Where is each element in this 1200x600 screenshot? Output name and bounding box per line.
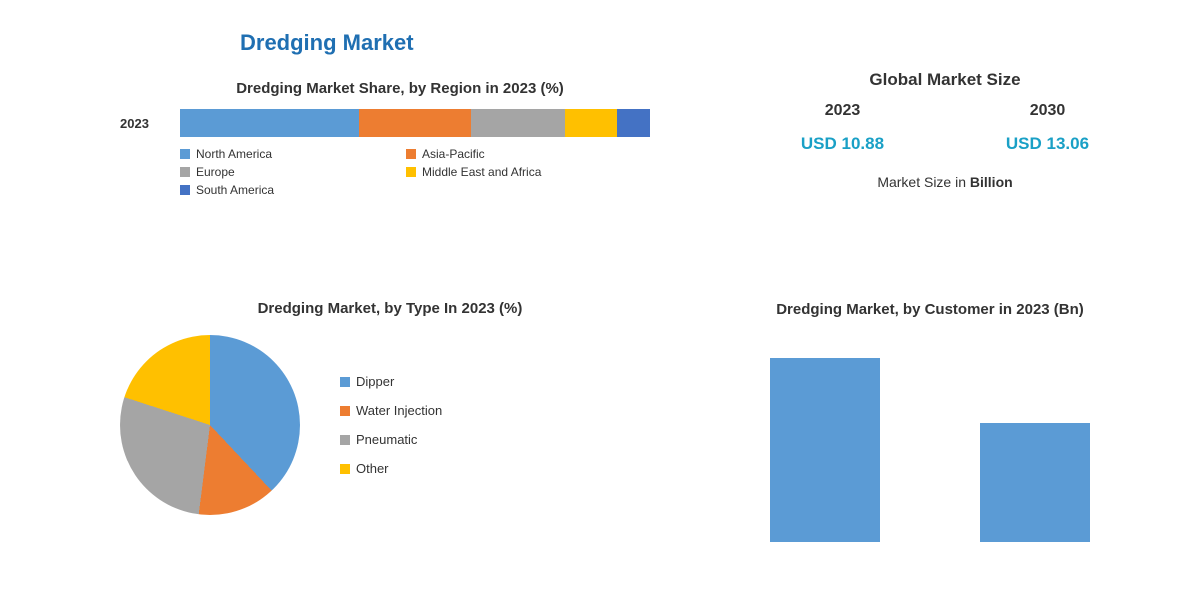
market-size-year: 2030 (955, 102, 1140, 120)
legend-item: Water Injection (340, 403, 520, 418)
region-stacked-bar (180, 109, 650, 137)
legend-swatch (406, 167, 416, 177)
legend-item: Other (340, 461, 520, 476)
bar (770, 358, 880, 542)
region-segment (359, 109, 472, 137)
pie-graphic (120, 335, 300, 515)
legend-swatch (340, 377, 350, 387)
market-size-unit: Market Size in Billion (740, 174, 1150, 190)
region-segment (471, 109, 565, 137)
market-size-value: USD 13.06 (955, 134, 1140, 154)
legend-label: North America (196, 147, 272, 161)
page-title: Dredging Market (240, 30, 414, 56)
market-size-panel: Global Market Size 2023 USD 10.88 2030 U… (740, 70, 1150, 190)
bar-chart-title: Dredging Market, by Customer in 2023 (Bn… (700, 300, 1160, 320)
legend-swatch (180, 167, 190, 177)
market-size-columns: 2023 USD 10.88 2030 USD 13.06 (740, 102, 1150, 154)
legend-item: Asia-Pacific (406, 147, 586, 161)
region-bar-row: 2023 (120, 109, 680, 137)
bar-plot (700, 332, 1160, 542)
market-size-year: 2023 (750, 102, 935, 120)
pie-legend: Dipper Water Injection Pneumatic Other (340, 374, 520, 476)
market-size-col-2030: 2030 USD 13.06 (955, 102, 1140, 154)
market-size-unit-prefix: Market Size in (877, 174, 970, 190)
pie-row: Dipper Water Injection Pneumatic Other (110, 335, 670, 515)
legend-swatch (406, 149, 416, 159)
region-share-chart: Dredging Market Share, by Region in 2023… (120, 80, 680, 197)
legend-label: South America (196, 183, 274, 197)
pie-chart-title: Dredging Market, by Type In 2023 (%) (110, 300, 670, 317)
legend-item: Europe (180, 165, 360, 179)
market-size-unit-bold: Billion (970, 174, 1013, 190)
legend-swatch (340, 406, 350, 416)
region-segment (565, 109, 617, 137)
legend-label: Water Injection (356, 403, 442, 418)
market-size-title: Global Market Size (740, 70, 1150, 90)
legend-label: Europe (196, 165, 235, 179)
legend-swatch (340, 464, 350, 474)
region-segment (617, 109, 650, 137)
region-chart-title: Dredging Market Share, by Region in 2023… (120, 80, 680, 97)
legend-swatch (180, 185, 190, 195)
market-size-value: USD 10.88 (750, 134, 935, 154)
legend-label: Middle East and Africa (422, 165, 541, 179)
legend-item: Dipper (340, 374, 520, 389)
legend-item: Middle East and Africa (406, 165, 586, 179)
type-pie-chart: Dredging Market, by Type In 2023 (%) Dip… (110, 300, 670, 515)
legend-item: Pneumatic (340, 432, 520, 447)
legend-item: South America (180, 183, 360, 197)
bar (980, 423, 1090, 541)
legend-label: Asia-Pacific (422, 147, 485, 161)
market-size-col-2023: 2023 USD 10.88 (750, 102, 935, 154)
legend-label: Dipper (356, 374, 394, 389)
region-segment (180, 109, 359, 137)
legend-label: Pneumatic (356, 432, 417, 447)
legend-swatch (340, 435, 350, 445)
legend-item: North America (180, 147, 360, 161)
legend-label: Other (356, 461, 389, 476)
region-legend: North America Asia-Pacific Europe Middle Ea… (180, 147, 650, 197)
customer-bar-chart: Dredging Market, by Customer in 2023 (Bn… (700, 300, 1160, 542)
legend-swatch (180, 149, 190, 159)
region-year-label: 2023 (120, 116, 180, 131)
